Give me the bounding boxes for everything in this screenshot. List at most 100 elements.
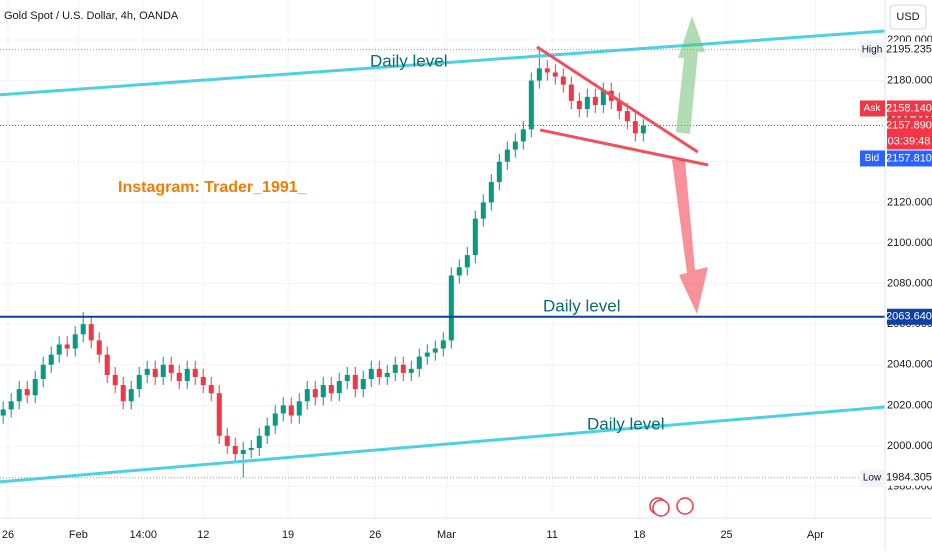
- candle-body: [528, 80, 534, 130]
- candle-body: [432, 348, 438, 353]
- candle-body: [232, 445, 238, 455]
- candle-body: [584, 96, 590, 109]
- price-label-box: [887, 150, 932, 167]
- price-tag: Ask: [864, 103, 882, 114]
- candle-body: [464, 255, 470, 268]
- candle-body: [568, 84, 574, 101]
- candle-body: [264, 425, 270, 436]
- candle-body: [72, 334, 78, 349]
- price-label-box: [887, 469, 932, 486]
- candle-body: [544, 68, 550, 73]
- price-label: 2158.140: [886, 102, 932, 114]
- price-tag: High: [862, 44, 883, 55]
- trend-line: [0, 29, 885, 97]
- price-label: 2157.810: [886, 152, 932, 164]
- candle-body: [576, 100, 582, 109]
- candle-body: [408, 368, 414, 373]
- y-tick-label: 2080.000: [887, 277, 932, 289]
- currency-box[interactable]: [889, 4, 927, 30]
- price-tag-box: [860, 41, 885, 58]
- candle-body: [392, 364, 398, 373]
- x-tick-label: 25: [720, 529, 732, 541]
- candle-body: [24, 389, 30, 396]
- candle-body: [16, 389, 22, 402]
- up-arrow: [676, 16, 705, 134]
- price-label: 2195.235: [886, 44, 932, 56]
- symbol-title: Gold Spot / U.S. Dollar, 4h, OANDA: [4, 10, 179, 22]
- candle-body: [80, 324, 86, 335]
- candle-body: [400, 364, 406, 373]
- candle-body: [0, 409, 6, 416]
- price-label-box: [887, 41, 932, 58]
- y-tick-label: 2040.000: [887, 359, 932, 371]
- candle-body: [48, 354, 54, 365]
- candle-body: [288, 405, 294, 416]
- annotation: Daily level: [587, 414, 664, 433]
- price-tag: Low: [863, 472, 882, 483]
- candle-body: [320, 385, 326, 398]
- x-tick-label: Feb: [69, 529, 88, 541]
- candle-body: [504, 149, 510, 162]
- x-tick-label: 18: [633, 529, 645, 541]
- x-tick-label: 14:00: [129, 529, 157, 541]
- candle-body: [112, 374, 118, 386]
- x-tick-label: 26: [2, 529, 14, 541]
- annotation: Daily level: [543, 296, 620, 315]
- price-label: 1984.305: [886, 472, 932, 484]
- price-label-box: [887, 100, 932, 117]
- candle-body: [296, 401, 302, 416]
- candle-body: [352, 374, 358, 390]
- candle-body: [136, 374, 142, 390]
- x-tick-label: 19: [282, 529, 294, 541]
- candle-body: [344, 374, 350, 381]
- candle-body: [440, 340, 446, 349]
- candle-body: [104, 354, 110, 375]
- y-tick-label: 2120.000: [887, 196, 932, 208]
- candle-body: [304, 389, 310, 402]
- candle-body: [616, 100, 622, 112]
- y-tick-label: 2000.000: [887, 440, 932, 452]
- candle-body: [328, 385, 334, 394]
- price-label-box: [887, 308, 932, 325]
- candle-body: [128, 389, 134, 402]
- price-label: 2157.890: [886, 119, 932, 131]
- candle-body: [168, 364, 174, 373]
- candle-body: [32, 378, 38, 396]
- candle-body: [336, 380, 342, 394]
- candle-body: [224, 435, 230, 446]
- candle-body: [640, 125, 646, 134]
- candle-body: [312, 389, 318, 398]
- candle-body: [272, 413, 278, 426]
- price-label: 2063.640: [886, 311, 932, 323]
- candle-body: [56, 344, 62, 355]
- candle-body: [376, 368, 382, 377]
- candle-body: [256, 435, 262, 448]
- annotation: Instagram: Trader_1991_: [118, 179, 308, 196]
- candle-body: [536, 68, 542, 81]
- candle-body: [456, 267, 462, 276]
- countdown: 03:39:48: [888, 135, 931, 147]
- down-arrow: [672, 160, 708, 314]
- trend-line: [0, 405, 885, 484]
- candle-body: [624, 111, 630, 122]
- candle-body: [216, 393, 222, 436]
- candle-body: [8, 401, 14, 410]
- x-tick-label: 12: [197, 529, 209, 541]
- candle-body: [488, 182, 494, 203]
- candle-body: [448, 275, 454, 341]
- candle-body: [520, 129, 526, 142]
- price-tag: Bid: [865, 153, 879, 164]
- candle-body: [632, 121, 638, 134]
- candle-body: [200, 376, 206, 386]
- currency[interactable]: USD: [896, 11, 919, 23]
- price-tag-box: [860, 150, 885, 167]
- x-tick-label: 11: [546, 529, 557, 541]
- candle-body: [416, 356, 422, 369]
- y-tick-label: 2020.000: [887, 399, 932, 411]
- candle-body: [64, 344, 70, 349]
- candle-body: [560, 76, 566, 85]
- candle-body: [472, 218, 478, 256]
- trend-line: [536, 45, 699, 154]
